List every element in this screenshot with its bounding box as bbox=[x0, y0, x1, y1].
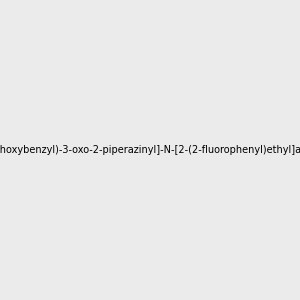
Text: 2-[1-(2-ethoxybenzyl)-3-oxo-2-piperazinyl]-N-[2-(2-fluorophenyl)ethyl]acetamide: 2-[1-(2-ethoxybenzyl)-3-oxo-2-piperaziny… bbox=[0, 145, 300, 155]
